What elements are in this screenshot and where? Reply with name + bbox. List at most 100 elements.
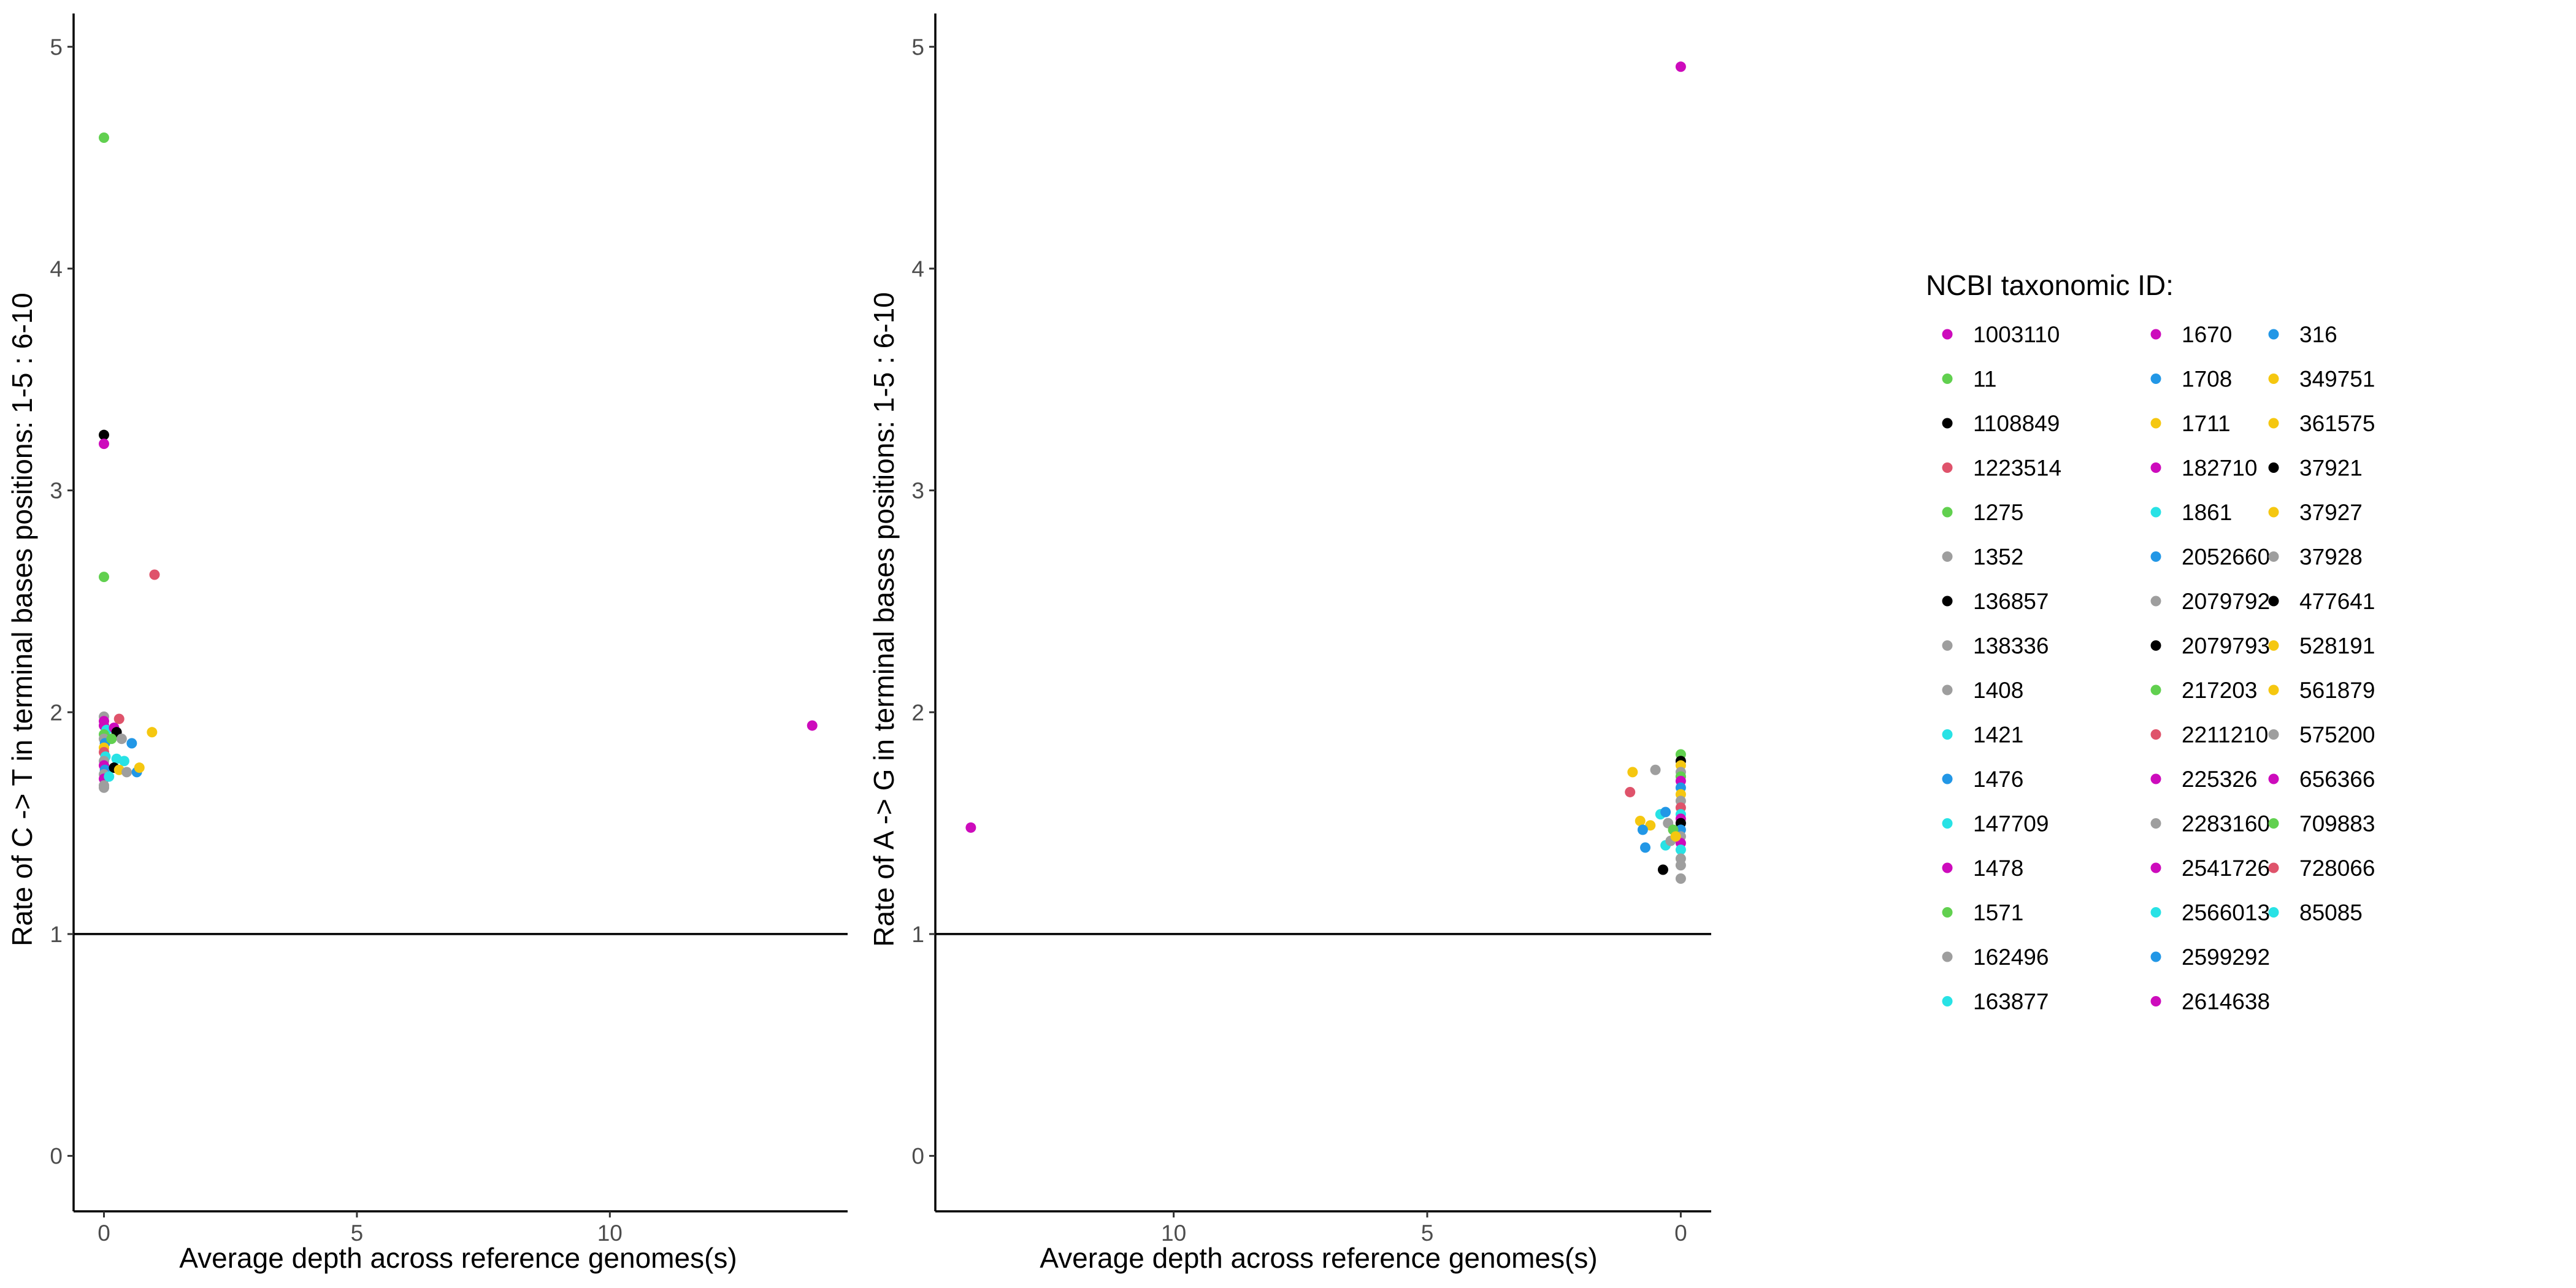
ct-data-point — [98, 782, 109, 793]
ag-data-point — [1640, 842, 1651, 853]
ct-x-axis-title: Average depth across reference genomes(s… — [179, 1242, 737, 1274]
legend-label: 1476 — [1973, 767, 2023, 792]
legend-label: 656366 — [2299, 767, 2375, 792]
legend-key — [2150, 818, 2161, 829]
legend-key — [1942, 773, 1953, 784]
ag-data-point — [1670, 831, 1681, 842]
legend-label: 225326 — [2182, 767, 2257, 792]
legend-label: 361575 — [2299, 411, 2375, 436]
ct-data-point — [98, 439, 109, 450]
legend-key — [1942, 684, 1953, 696]
legend-label: 163877 — [1973, 989, 2049, 1014]
ag-y-tick-label: 0 — [911, 1144, 924, 1169]
legend-label: 349751 — [2299, 367, 2375, 392]
ct-data-point — [116, 734, 127, 745]
ct-rate-panel: Rate of C -> T in terminal bases positio… — [6, 13, 848, 1274]
legend-key — [2150, 951, 2161, 962]
legend-label: 1223514 — [1973, 456, 2061, 481]
ct-y-tick-label: 1 — [50, 922, 63, 947]
ag-data-point — [1660, 807, 1671, 818]
legend-label: 37927 — [2299, 500, 2363, 525]
legend-key — [1942, 862, 1953, 873]
legend-label: 1708 — [2182, 367, 2232, 392]
legend-label: 147709 — [1973, 811, 2049, 837]
legend-label: 138336 — [1973, 634, 2049, 659]
legend-key — [1942, 729, 1953, 740]
legend-key — [2268, 596, 2279, 607]
legend-label: 1275 — [1973, 500, 2023, 525]
legend-key — [2150, 862, 2161, 873]
ag-data-point — [1637, 824, 1648, 835]
legend-key — [2268, 907, 2279, 918]
ct-y-axis-title: Rate of C -> T in terminal bases positio… — [6, 293, 38, 946]
ct-y-tick-label: 0 — [50, 1144, 63, 1169]
legend-label: 2541726 — [2182, 856, 2270, 881]
legend-key — [2268, 818, 2279, 829]
legend-label: 217203 — [2182, 678, 2257, 703]
legend-label: 2052660 — [2182, 545, 2270, 570]
ct-data-point — [98, 132, 109, 144]
legend-label: 1421 — [1973, 723, 2023, 748]
legend-label: 1571 — [1973, 900, 2023, 926]
ag-data-point — [1675, 61, 1686, 72]
legend-key — [2268, 684, 2279, 696]
ag-data-point — [1675, 844, 1686, 855]
legend-key — [1942, 374, 1953, 384]
legend-key — [1942, 996, 1953, 1006]
legend-key — [1942, 462, 1953, 473]
legend-label: 2079792 — [2182, 589, 2270, 614]
ag-data-point — [1625, 786, 1636, 797]
legend-label: 709883 — [2299, 811, 2375, 837]
legend-label: 136857 — [1973, 589, 2049, 614]
legend-key — [2150, 596, 2161, 607]
ct-x-tick-label: 0 — [98, 1221, 110, 1246]
ct-data-point — [113, 713, 125, 724]
ct-data-point — [807, 720, 818, 731]
ag-data-point — [1645, 820, 1656, 831]
legend-label: 1352 — [1973, 545, 2023, 570]
legend-label: 1670 — [2182, 322, 2232, 347]
legend-key — [2268, 551, 2279, 562]
legend-label: 728066 — [2299, 856, 2375, 881]
legend-label: 2599292 — [2182, 945, 2270, 970]
ct-data-point — [104, 771, 115, 782]
legend-key — [2150, 507, 2161, 518]
ct-x-tick-label: 10 — [597, 1221, 623, 1246]
legend-label: 575200 — [2299, 723, 2375, 748]
legend-label: 85085 — [2299, 900, 2363, 926]
ag-y-tick-label: 1 — [911, 922, 924, 947]
ct-data-point — [149, 569, 160, 580]
legend-label: 316 — [2299, 322, 2337, 347]
ag-data-point — [1657, 864, 1668, 875]
ag-y-tick-label: 3 — [911, 478, 924, 504]
ag-rate-panel: Rate of A -> G in terminal bases positio… — [868, 13, 1711, 1274]
ct-data-point — [126, 738, 137, 749]
legend: NCBI taxonomic ID: 1003110 11 1108849 12235… — [1926, 269, 2375, 1014]
ag-data-point — [1650, 764, 1661, 775]
ct-data-point — [98, 572, 109, 583]
legend-label: 182710 — [2182, 456, 2257, 481]
ct-data-point — [118, 756, 129, 767]
legend-label: 1861 — [2182, 500, 2232, 525]
legend-label: 1408 — [1973, 678, 2023, 703]
legend-label: 2283160 — [2182, 811, 2270, 837]
ag-x-tick-label: 0 — [1674, 1221, 1687, 1246]
legend-key — [2150, 996, 2161, 1006]
ag-x-tick-label: 10 — [1161, 1221, 1186, 1246]
legend-label: 2079793 — [2182, 634, 2270, 659]
legend-key — [2268, 729, 2279, 740]
legend-key — [1942, 907, 1953, 918]
ct-data-point — [121, 767, 132, 778]
legend-key — [2268, 507, 2279, 518]
legend-title: NCBI taxonomic ID: — [1926, 269, 2174, 301]
legend-label: 37921 — [2299, 456, 2363, 481]
ag-x-axis-title: Average depth across reference genomes(s… — [1040, 1242, 1597, 1274]
legend-label: 528191 — [2299, 634, 2375, 659]
legend-key — [1942, 418, 1953, 429]
legend-label: 162496 — [1973, 945, 2049, 970]
ct-data-point — [98, 429, 109, 440]
legend-label: 2566013 — [2182, 900, 2270, 926]
legend-key — [2150, 684, 2161, 696]
ct-data-point — [106, 734, 117, 745]
legend-key — [1942, 551, 1953, 562]
